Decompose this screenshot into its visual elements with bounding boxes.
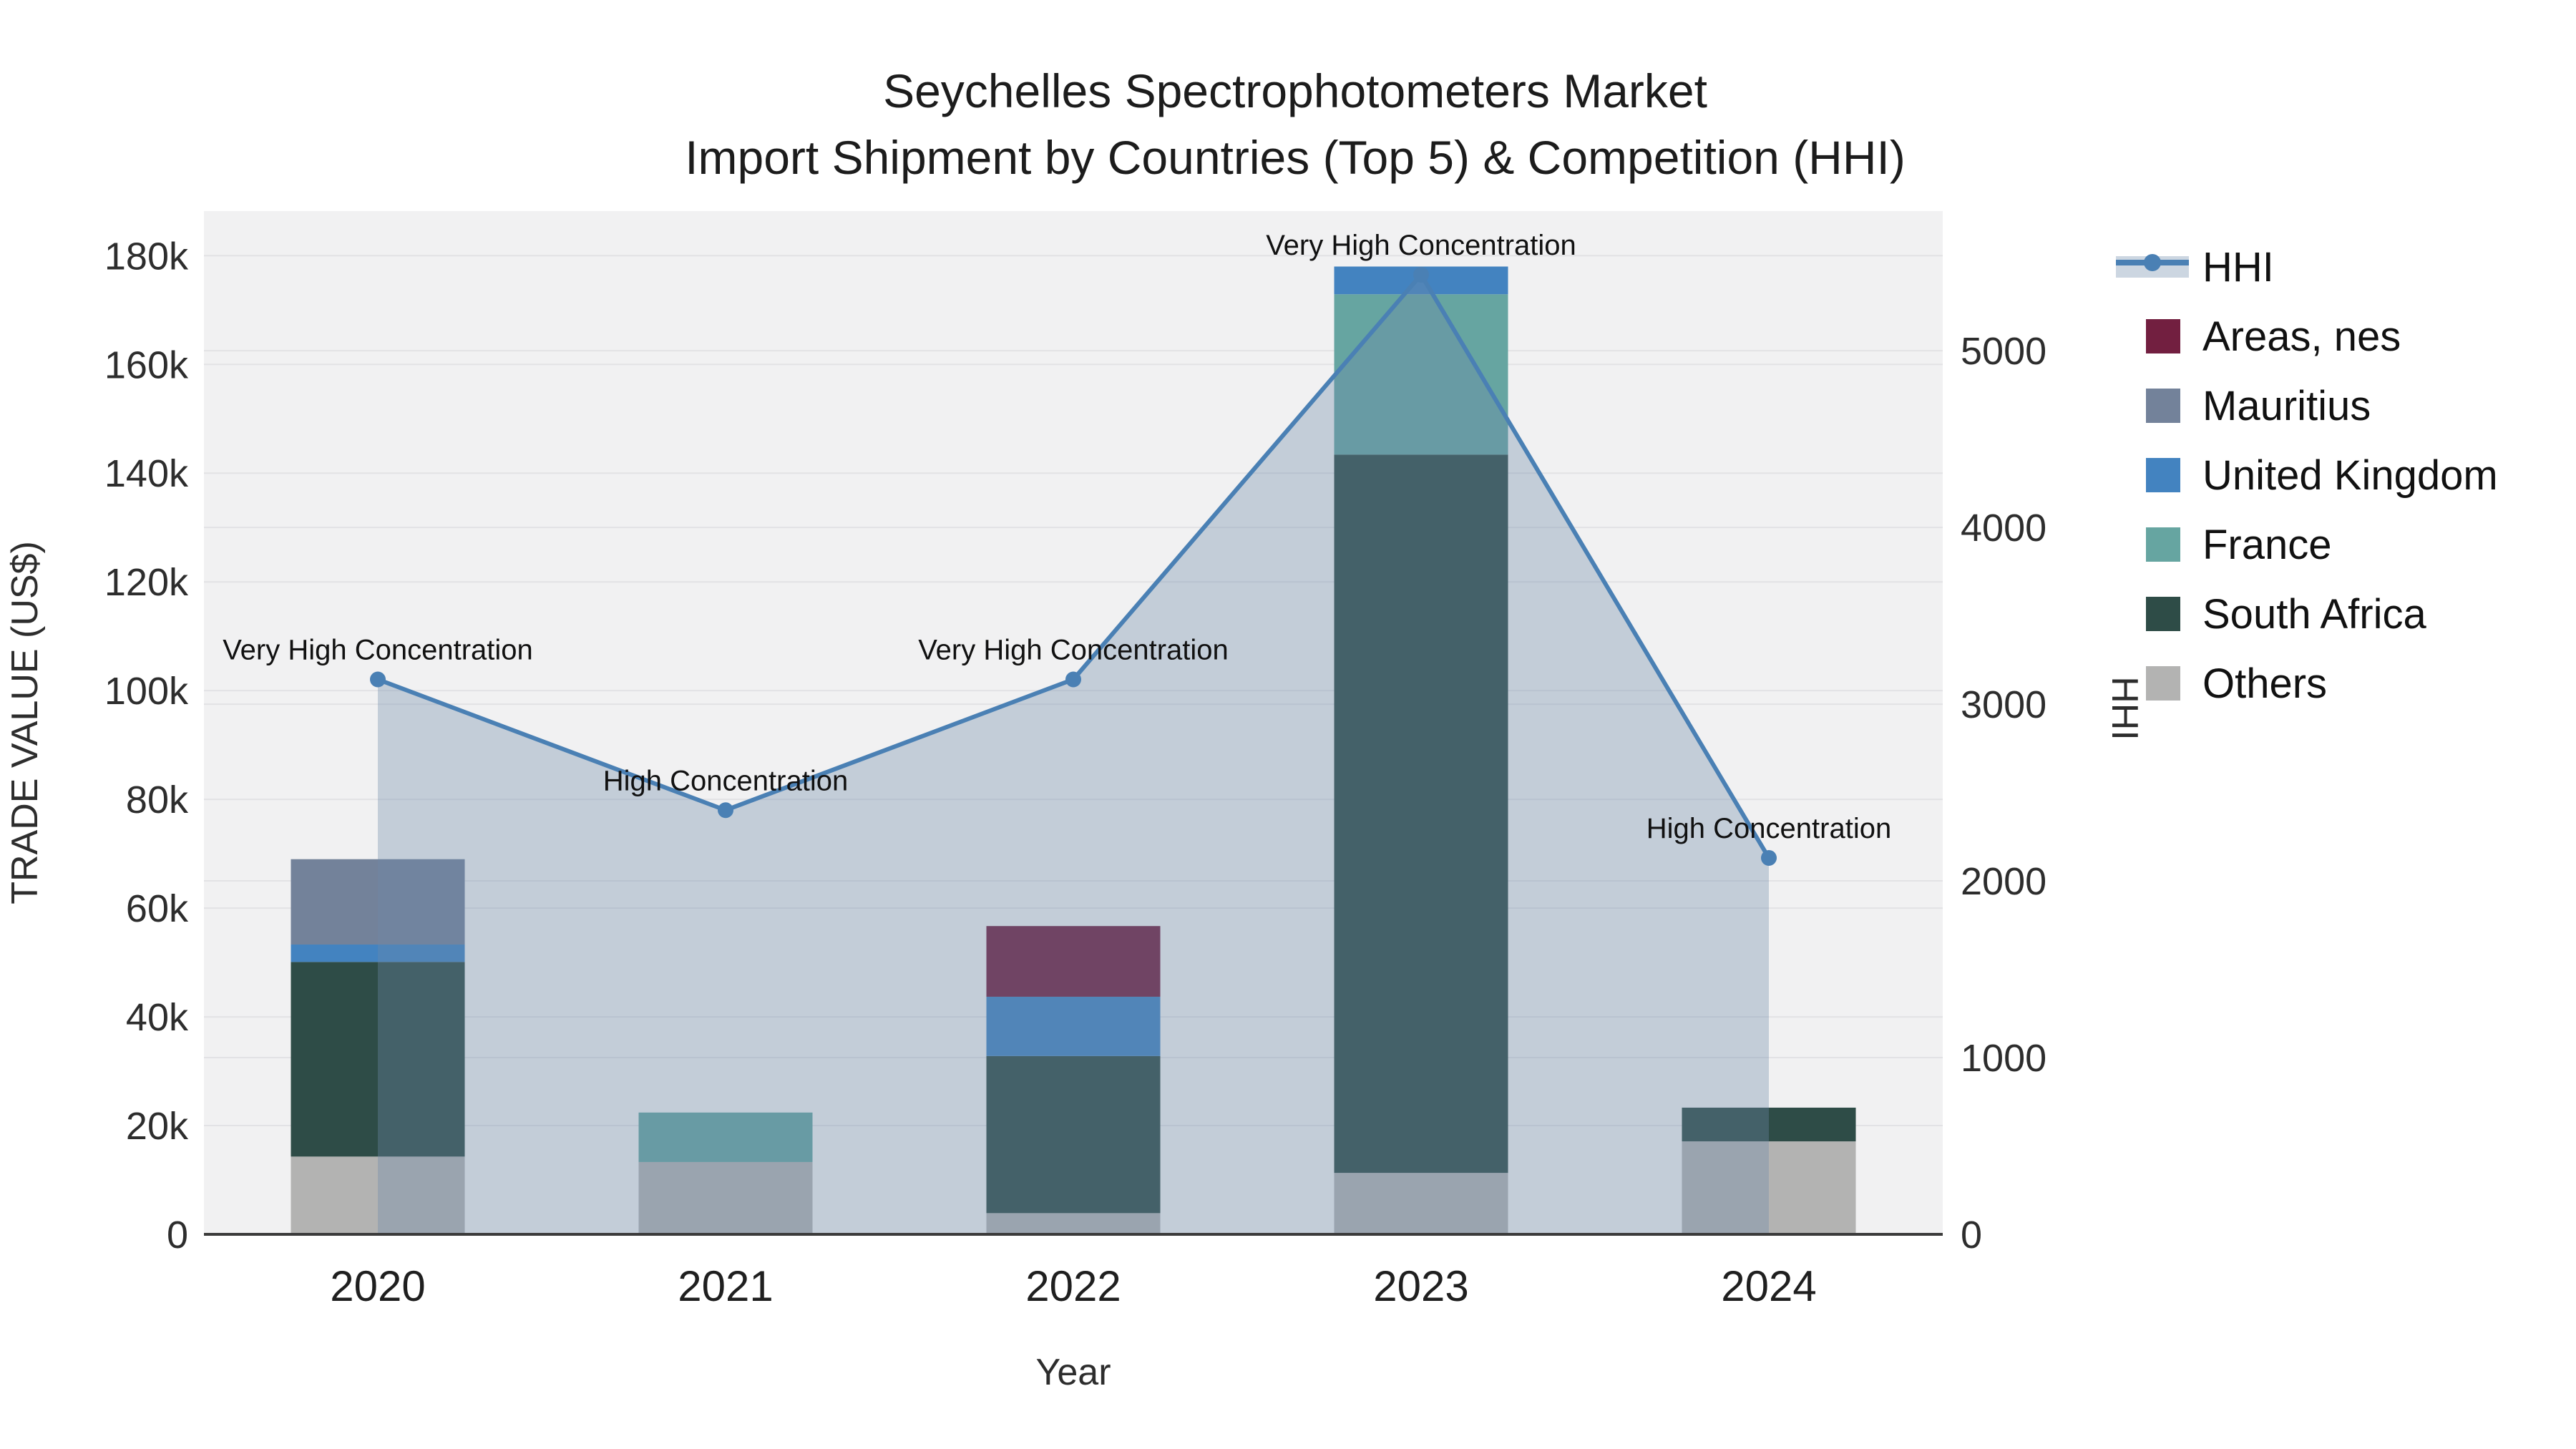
legend-swatch-icon	[2146, 527, 2180, 562]
legend-item-mauritius[interactable]: Mauritius	[2146, 383, 2371, 429]
legend-swatch-icon	[2146, 319, 2180, 353]
y-left-tick-20k: 20k	[126, 1105, 189, 1148]
bar-segment-south-africa-2024	[1682, 1107, 1856, 1142]
hhi-marker-2022	[1065, 671, 1081, 688]
legend-item-label: France	[2202, 522, 2332, 568]
hhi-marker-2023	[1413, 266, 1429, 283]
hhi-annotation-2020: Very High Concentration	[223, 634, 533, 665]
legend-item-label: Others	[2202, 660, 2327, 707]
x-tick-2023: 2023	[1373, 1262, 1468, 1310]
legend-item-france[interactable]: France	[2146, 522, 2332, 568]
tick-labels-layer: 0 20k 40k 60k 80k 100k 120k 140k 160k 180k 0 1000 20…	[104, 235, 2046, 1310]
legend-item-label: South Africa	[2202, 591, 2426, 638]
legend-item-label: HHI	[2202, 244, 2274, 291]
x-tick-2021: 2021	[678, 1262, 773, 1310]
y-right-tick-2000: 2000	[1961, 860, 2046, 903]
bar-segment-south-africa-2022	[986, 1055, 1161, 1214]
bar-segment-others-2020	[291, 1156, 465, 1234]
y-left-tick-80k: 80k	[126, 779, 189, 821]
legend-item-label: United Kingdom	[2202, 452, 2498, 499]
bar-segment-areas-nes-2022	[986, 926, 1161, 997]
legend-item-hhi[interactable]: HHI	[2116, 244, 2274, 291]
chart-title: Seychelles Spectrophotometers Market	[883, 64, 1707, 117]
legend-swatch-icon	[2146, 597, 2180, 631]
legend-swatch-icon	[2146, 666, 2180, 701]
x-tick-2020: 2020	[330, 1262, 425, 1310]
bar-segment-mauritius-2020	[291, 859, 465, 945]
y-right-tick-5000: 5000	[1961, 330, 2046, 373]
hhi-annotation-2022: Very High Concentration	[918, 634, 1229, 665]
y-left-tick-140k: 140k	[104, 452, 189, 495]
bar-segment-others-2021	[638, 1161, 813, 1234]
hhi-area-fill	[378, 274, 1769, 1235]
bar-segment-others-2022	[986, 1213, 1161, 1234]
bar-segment-others-2024	[1682, 1141, 1856, 1234]
y-right-tick-0: 0	[1961, 1214, 1982, 1257]
y-left-tick-100k: 100k	[104, 670, 189, 713]
bar-segment-south-africa-2023	[1334, 454, 1508, 1174]
hhi-marker-2021	[718, 802, 733, 819]
y-right-axis-title: HHI	[2104, 676, 2145, 741]
y-left-tick-180k: 180k	[104, 235, 189, 278]
hhi-area-fill-layer	[378, 274, 1769, 1235]
bar-segment-france-2021	[638, 1112, 813, 1162]
y-left-tick-160k: 160k	[104, 343, 189, 386]
legend-item-areas-nes[interactable]: Areas, nes	[2146, 313, 2401, 360]
legend-item-label: Areas, nes	[2202, 313, 2401, 360]
bar-segment-united-kingdom-2022	[986, 996, 1161, 1056]
x-tick-2022: 2022	[1025, 1262, 1121, 1310]
y-right-tick-3000: 3000	[1961, 683, 2046, 726]
x-tick-2024: 2024	[1721, 1262, 1816, 1310]
legend-swatch-icon	[2146, 389, 2180, 423]
x-axis-title: Year	[1035, 1352, 1111, 1393]
hhi-marker-2020	[370, 671, 386, 688]
hhi-annotation-2024: High Concentration	[1646, 813, 1891, 844]
y-left-tick-40k: 40k	[126, 996, 189, 1039]
legend-item-label: Mauritius	[2202, 383, 2371, 429]
legend-hhi-marker-icon	[2144, 254, 2161, 271]
hhi-line-layer	[370, 266, 1777, 866]
hhi-marker-2024	[1761, 849, 1777, 866]
y-left-tick-120k: 120k	[104, 561, 189, 604]
chart-subtitle: Import Shipment by Countries (Top 5) & C…	[685, 131, 1906, 184]
annotations-layer: Very High Concentration High Concentratio…	[223, 230, 1891, 844]
y-left-tick-60k: 60k	[126, 887, 189, 930]
y-right-tick-1000: 1000	[1961, 1037, 2046, 1080]
y-left-tick-0: 0	[167, 1214, 188, 1257]
y-left-axis-title: TRADE VALUE (US$)	[4, 541, 46, 904]
legend-item-south-africa[interactable]: South Africa	[2146, 591, 2426, 638]
stacked-bars-layer	[291, 266, 1856, 1234]
legend-swatch-icon	[2146, 458, 2180, 492]
bar-segment-others-2023	[1334, 1173, 1508, 1234]
hhi-annotation-2021: High Concentration	[603, 765, 848, 796]
legend-item-united-kingdom[interactable]: United Kingdom	[2146, 452, 2498, 499]
bar-segment-south-africa-2020	[291, 962, 465, 1157]
legend-item-others[interactable]: Others	[2146, 660, 2327, 707]
legend: HHI Areas, nes Mauritius United Kingdom Fran…	[2116, 244, 2498, 707]
y-right-tick-4000: 4000	[1961, 507, 2046, 550]
hhi-annotation-2023: Very High Concentration	[1266, 230, 1576, 261]
bar-segment-united-kingdom-2020	[291, 945, 465, 962]
